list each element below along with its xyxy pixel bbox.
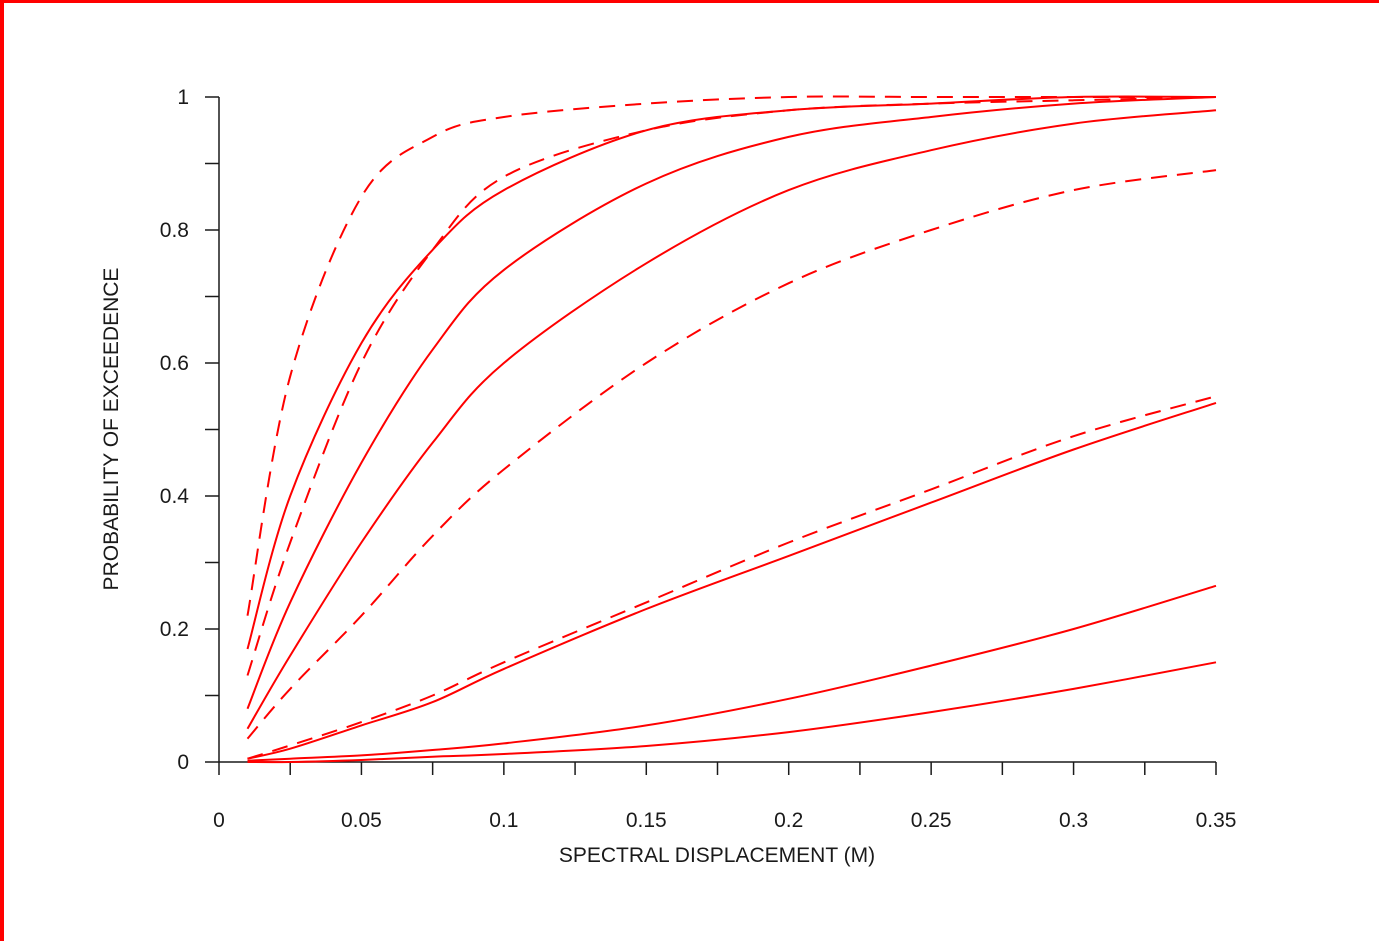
series-line-2: [246, 95, 1217, 650]
series-line-8: [247, 401, 1217, 760]
y-tick-label: 0.4: [160, 485, 190, 508]
series-line-7: [247, 395, 1217, 760]
x-tick-label: 0.25: [911, 809, 952, 832]
y-tick-label: 0: [177, 751, 189, 774]
series-line-4: [246, 96, 1217, 710]
x-axis-title: SPECTRAL DISPLACEMENT (M): [559, 844, 875, 867]
y-axis-title: PROBABILITY OF EXCEEDENCE: [100, 268, 123, 591]
x-tick-label: 0.15: [626, 809, 667, 832]
series-line-10: [247, 661, 1217, 764]
x-tick-label: 0.1: [489, 809, 518, 832]
y-tick-label: 0.2: [160, 618, 189, 641]
y-tick-label: 1: [177, 86, 189, 109]
x-tick-label: 0: [213, 809, 225, 832]
axes: 0 0.05 0.1 0.15 0.2 0.25 0.3 0.35 0 0.2 0.4 0.6 0.8 1: [160, 86, 1237, 832]
x-tick-label: 0.2: [774, 809, 803, 832]
x-tick-label: 0.35: [1196, 809, 1237, 832]
series-line-6: [246, 169, 1217, 740]
series-line-5: [246, 109, 1217, 730]
series-line-9: [247, 584, 1217, 762]
series-line-3: [246, 96, 1217, 676]
y-tick-label: 0.6: [160, 352, 189, 375]
x-tick-label: 0.05: [341, 809, 382, 832]
x-tick-label: 0.3: [1059, 809, 1088, 832]
y-tick-label: 0.8: [160, 219, 189, 242]
series-layer: [246, 95, 1217, 764]
series-line-1: [246, 95, 1216, 616]
